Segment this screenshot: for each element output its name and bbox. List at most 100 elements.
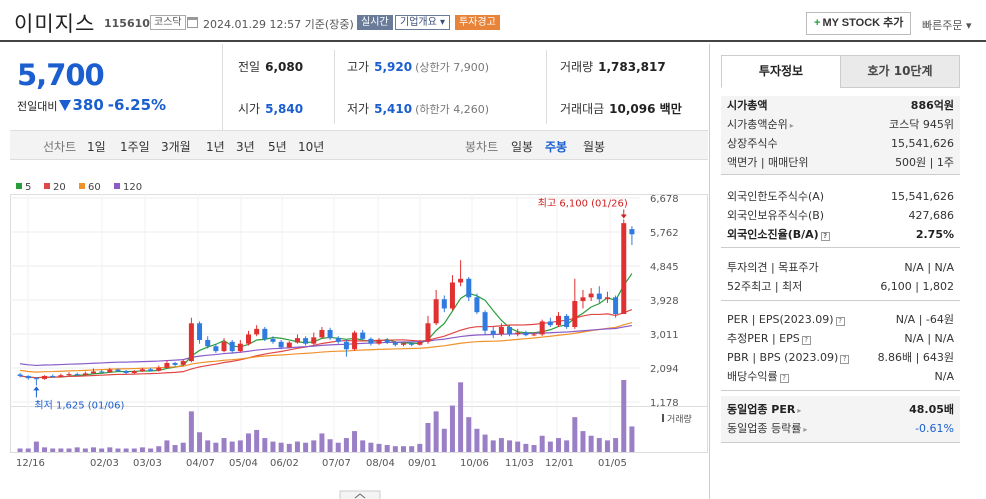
candle-body: [25, 375, 31, 379]
x-tick-label: 02/03: [90, 458, 119, 469]
info-row[interactable]: 추정PER | EPS? N/A | N/A: [727, 332, 954, 345]
current-price-panel: 5,700 전일대비 380 -6.25%: [10, 44, 222, 130]
candle-chart-label: 봉차트: [465, 140, 499, 154]
info-row[interactable]: 배당수익률? N/A: [727, 370, 954, 383]
add-mystock-button[interactable]: + MY STOCK 추가: [806, 12, 912, 35]
volume-bar: [58, 448, 64, 452]
info-row[interactable]: 외국인소진율(B/A)? 2.75%: [727, 228, 954, 241]
candle-body: [205, 339, 211, 347]
volume-bar: [392, 446, 398, 452]
candle-body: [229, 341, 235, 352]
volume-bar: [107, 447, 113, 452]
volume-bar: [148, 448, 154, 452]
x-tick-label: 05/04: [229, 458, 258, 469]
candle-body: [572, 301, 578, 328]
candle-weekly[interactable]: 주봉: [545, 140, 568, 154]
candle-body: [515, 332, 521, 335]
volume-bar: [25, 448, 31, 452]
investment-info-panel: 투자정보 호가 10단계 시가총액 886억원 시가총액순위 ▸ 코스닥 945위 상…: [709, 44, 986, 499]
volume-bar: [164, 440, 170, 452]
info-row[interactable]: 동일업종 등락률 ▸ -0.61%: [727, 422, 954, 435]
candle-body: [286, 342, 292, 348]
realtime-button[interactable]: 실시간: [357, 15, 393, 30]
volume-bar: [564, 440, 570, 452]
quick-order-dropdown[interactable]: 빠른주문 ▾: [922, 19, 972, 32]
y-tick-label: 6,678: [650, 194, 679, 205]
info-row[interactable]: 동일업종 PER ▸ 48.05배: [727, 403, 954, 416]
legend-label: 20: [53, 182, 66, 193]
candle-body: [99, 371, 105, 373]
candle-body: [474, 297, 480, 313]
candle-body: [564, 315, 570, 328]
info-row[interactable]: PBR | BPS (2023.09)? 8.86배 | 643원: [727, 351, 954, 364]
volume-bar: [237, 440, 243, 452]
candle-body: [50, 375, 56, 377]
candle-body: [458, 278, 464, 283]
legend-swatch: [44, 183, 50, 189]
candle-body: [401, 343, 406, 345]
period-1w[interactable]: 1주일: [120, 140, 150, 154]
volume-bar: [368, 442, 374, 452]
volume-bar: [123, 448, 129, 452]
period-1d[interactable]: 1일: [87, 140, 106, 154]
investment-warning-badge[interactable]: 투자경고: [455, 15, 500, 30]
x-tick-label: 07/07: [322, 458, 351, 469]
info-row[interactable]: PER | EPS(2023.09)? N/A | -64원: [727, 313, 954, 326]
volume-bar: [343, 438, 349, 452]
volume-bar: [441, 428, 447, 452]
candle-body: [156, 367, 162, 371]
ma-line-20: [19, 308, 633, 379]
plus-icon: +: [814, 17, 821, 29]
candle-body: [588, 293, 594, 298]
period-3m[interactable]: 3개월: [161, 140, 191, 154]
period-5y[interactable]: 5년: [268, 140, 287, 154]
y-tick-label: 1,178: [650, 398, 679, 409]
candle-daily[interactable]: 일봉: [511, 140, 534, 154]
ma-line-60: [19, 322, 633, 373]
volume-bar: [352, 431, 358, 452]
candle-body: [409, 343, 415, 345]
candle-body: [523, 332, 529, 336]
candle-body: [604, 297, 610, 300]
change-percent: -6.25%: [107, 96, 167, 114]
line-chart-label: 선차트: [43, 140, 77, 154]
volume-bar: [498, 438, 504, 452]
period-1y[interactable]: 1년: [206, 140, 225, 154]
volume-bar: [229, 441, 235, 452]
legend-swatch: [79, 183, 85, 189]
volume-bar: [580, 431, 586, 452]
info-row[interactable]: 시가총액순위 ▸ 코스닥 945위: [727, 118, 954, 131]
candle-body: [335, 338, 341, 342]
info-row: 상장주식수 15,541,626: [727, 137, 954, 150]
volume-bar: [286, 443, 292, 452]
company-overview-dropdown[interactable]: 기업개요 ▾: [395, 15, 450, 30]
candle-body: [66, 374, 72, 376]
volume-bar: [17, 448, 23, 452]
volume: 거래량 1,783,817: [560, 60, 666, 74]
x-tick-label: 04/07: [186, 458, 215, 469]
candle-body: [262, 328, 268, 339]
candle-body: [278, 341, 284, 348]
y-tick-label: 5,762: [650, 228, 679, 239]
volume-bar: [433, 411, 439, 452]
volume-bar: [213, 442, 219, 452]
stats-divider: [546, 50, 547, 124]
period-3y[interactable]: 3년: [236, 140, 255, 154]
volume-bar: [50, 448, 56, 452]
volume-bar: [621, 380, 627, 452]
stock-chart[interactable]: 5 20 60 120 6,678 5,762 4,845 3,928 3,011 2,094 1,…: [10, 160, 708, 499]
candle-body: [425, 323, 431, 342]
quote-datetime: 2024.01.29 12:57 기준(장중): [203, 18, 354, 31]
legend-label: 60: [88, 182, 101, 193]
arrow-right-icon: ▸: [797, 406, 802, 415]
info-group-opinion: 투자의견 | 목표주가 N/A | N/A 52주최고 | 최저 6,100 | 1…: [721, 252, 960, 301]
period-10y[interactable]: 10년: [298, 140, 325, 154]
candle-monthly[interactable]: 월봉: [583, 140, 606, 154]
tab-investment-info[interactable]: 투자정보: [721, 55, 841, 88]
candle-body: [384, 339, 390, 343]
volume-bar: [82, 448, 88, 452]
volume-bar: [458, 382, 464, 452]
y-tick-label: 2,094: [650, 364, 679, 375]
candle-body: [490, 330, 496, 335]
tab-quote-10[interactable]: 호가 10단계: [840, 55, 960, 88]
